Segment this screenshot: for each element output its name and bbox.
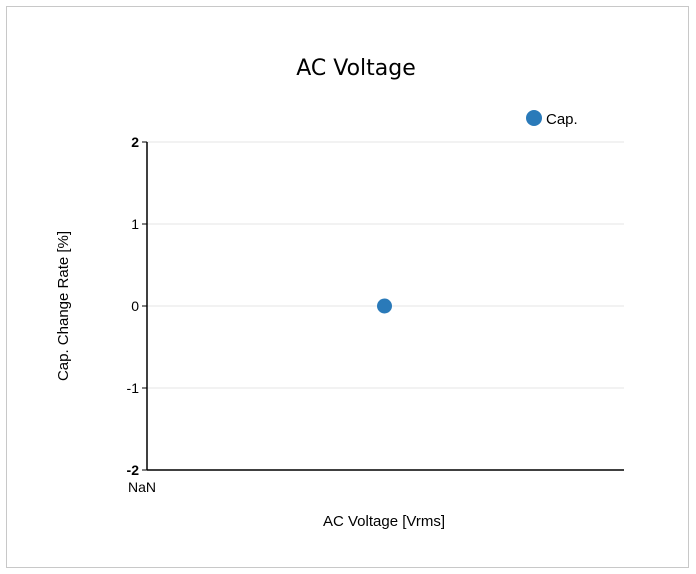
data-points [377, 298, 392, 314]
y-axis-ticks: 2 1 0 -1 -2 [127, 134, 147, 478]
legend-label: Cap. [546, 111, 578, 128]
x-tick-label: NaN [128, 479, 156, 495]
chart-frame [6, 6, 689, 568]
legend-marker [526, 110, 542, 126]
legend: Cap. [526, 110, 578, 128]
y-tick-label: 0 [131, 298, 139, 314]
chart-title: AC Voltage [296, 56, 416, 81]
y-tick-label: -1 [127, 380, 140, 396]
y-tick-label: 2 [131, 134, 139, 150]
y-axis-label: Cap. Change Rate [%] [55, 231, 72, 381]
x-axis-label: AC Voltage [Vrms] [323, 513, 445, 530]
data-point[interactable] [377, 298, 392, 314]
y-tick-label: -2 [127, 462, 140, 478]
y-tick-label: 1 [131, 216, 139, 232]
grid [147, 141, 624, 389]
